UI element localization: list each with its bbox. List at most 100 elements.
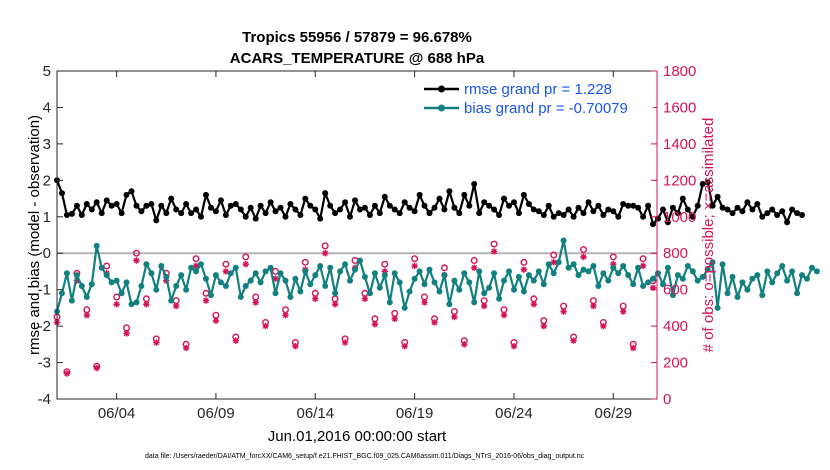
bias-point-47 — [287, 294, 294, 300]
rmse-point-81 — [456, 210, 463, 217]
rmse-point-109 — [595, 202, 602, 209]
bias-point-142 — [759, 292, 766, 299]
rmse-point-54 — [322, 190, 329, 197]
bias-point-89 — [496, 295, 503, 302]
obs-assimilated-marker-54 — [590, 302, 597, 310]
rmse-point-44 — [272, 208, 279, 215]
rmse-point-43 — [267, 199, 274, 206]
rmse-point-76 — [431, 204, 438, 211]
x-tick-label-0: 06/04 — [98, 405, 136, 422]
y-left-tick-label-1: -3 — [38, 355, 51, 372]
rmse-point-86 — [481, 199, 488, 206]
bias-point-28 — [193, 268, 200, 275]
bias-point-10 — [103, 272, 110, 279]
bias-point-71 — [406, 288, 413, 295]
obs-assimilated-marker-23 — [282, 311, 289, 319]
obs-assimilated-marker-6 — [113, 301, 120, 308]
obs-assimilated-marker-4 — [93, 364, 100, 372]
bias-point-49 — [297, 288, 304, 295]
bias-point-4 — [73, 272, 80, 279]
rmse-point-24 — [173, 206, 180, 213]
bias-point-37 — [237, 294, 244, 300]
rmse-point-107 — [585, 199, 592, 206]
obs-assimilated-marker-17 — [222, 268, 230, 275]
legend-box — [418, 78, 653, 118]
rmse-point-2 — [63, 212, 70, 218]
obs-assimilated-marker-31 — [361, 295, 369, 302]
bias-point-52 — [312, 272, 319, 279]
rmse-point-89 — [496, 212, 503, 218]
rmse-point-26 — [183, 201, 190, 207]
y-left-tick-label-3: -1 — [38, 282, 51, 299]
bias-point-1 — [59, 290, 65, 297]
obs-assimilated-marker-15 — [202, 297, 210, 304]
bias-point-141 — [754, 272, 761, 279]
rmse-point-123 — [664, 219, 671, 226]
rmse-point-22 — [163, 210, 170, 217]
bias-point-119 — [645, 279, 652, 286]
rmse-point-127 — [684, 206, 691, 213]
rmse-point-103 — [565, 206, 572, 213]
x-tick-label-4: 06/24 — [495, 405, 533, 422]
rmse-point-11 — [108, 202, 115, 209]
rmse-point-146 — [779, 208, 786, 215]
bias-point-138 — [739, 279, 746, 286]
obs-assimilated-marker-13 — [182, 344, 190, 352]
bias-point-113 — [615, 270, 622, 277]
bias-point-67 — [386, 299, 393, 306]
obs-assimilated-marker-1 — [63, 370, 71, 377]
rmse-point-125 — [674, 210, 681, 217]
obs-assimilated-marker-3 — [83, 311, 91, 319]
rmse-point-15 — [128, 188, 135, 195]
obs-assimilated-marker-53 — [580, 253, 587, 261]
rmse-point-80 — [451, 204, 458, 211]
y-left-tick-label-0: -4 — [38, 391, 51, 408]
rmse-point-75 — [426, 210, 433, 217]
bias-point-127 — [684, 263, 691, 269]
obs-possible-marker-50 — [550, 251, 558, 259]
rmse-point-52 — [312, 206, 319, 213]
bias-point-139 — [744, 286, 751, 293]
obs-possible-marker-14 — [192, 255, 200, 263]
rmse-point-82 — [461, 191, 468, 198]
bias-point-112 — [610, 264, 617, 271]
rmse-point-102 — [560, 212, 567, 218]
rmse-point-112 — [610, 208, 617, 215]
bias-point-83 — [466, 279, 473, 286]
rmse-point-137 — [734, 204, 741, 211]
y-right-tick-label-4: 800 — [663, 245, 688, 262]
bias-point-70 — [401, 304, 408, 311]
bias-point-58 — [342, 261, 349, 268]
rmse-point-143 — [764, 210, 771, 217]
bias-point-105 — [575, 272, 582, 279]
rmse-point-53 — [317, 215, 324, 222]
rmse-point-117 — [635, 204, 642, 211]
rmse-point-90 — [501, 195, 507, 202]
legend: rmse grand pr = 1.228 bias grand pr = -0… — [418, 78, 653, 118]
rmse-point-6 — [83, 201, 90, 207]
bias-point-46 — [282, 277, 289, 284]
obs-assimilated-marker-37 — [421, 299, 428, 306]
bias-point-62 — [361, 273, 368, 280]
rmse-point-68 — [391, 206, 398, 213]
x-tick-label-5: 06/29 — [595, 405, 633, 422]
bias-point-106 — [580, 266, 587, 273]
rmse-point-50 — [302, 195, 309, 202]
rmse-point-60 — [352, 197, 358, 204]
obs-assimilated-marker-45 — [500, 311, 508, 319]
rmse-point-135 — [724, 206, 731, 213]
bias-point-117 — [635, 264, 642, 271]
bias-point-100 — [550, 270, 557, 277]
obs-assimilated-marker-58 — [629, 344, 637, 352]
bias-point-149 — [794, 290, 801, 297]
rmse-point-9 — [98, 210, 105, 217]
bias-point-16 — [133, 299, 140, 306]
bias-point-74 — [421, 281, 428, 288]
bias-point-69 — [396, 279, 403, 286]
rmse-point-83 — [466, 202, 473, 209]
rmse-point-19 — [148, 201, 155, 207]
bias-point-131 — [704, 266, 711, 273]
rmse-point-3 — [68, 210, 75, 217]
bias-point-85 — [476, 268, 483, 275]
bias-point-17 — [138, 283, 145, 289]
